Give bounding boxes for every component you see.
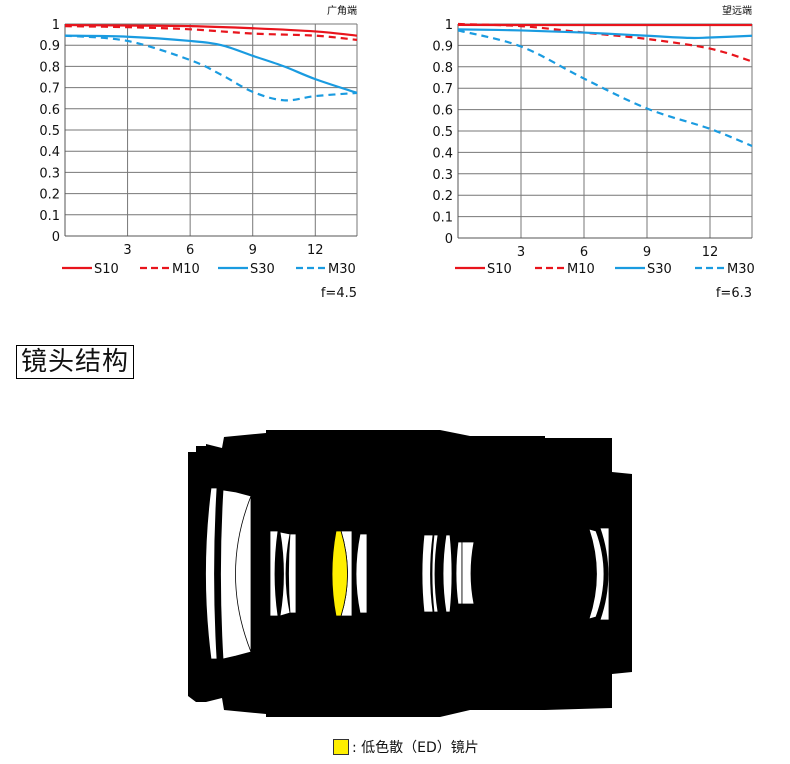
y-tick-label: 0.7 (39, 82, 60, 97)
legend-label-m30: M30 (328, 262, 356, 277)
y-tick-label: 1 (445, 18, 453, 33)
lens-barrel (188, 430, 632, 717)
lens-element (355, 533, 368, 614)
chart-2: 望远端 0 0.1 0.2 0.3 0.4 0.5 0.6 0.7 0.8 0.9 1 3 6 9 12 S10… (432, 4, 754, 301)
y-tick-label: 0.5 (39, 124, 60, 139)
ed-lens-element (331, 530, 348, 617)
x-tick-label: 9 (643, 245, 651, 260)
legend-label-m10: M10 (172, 262, 200, 277)
y-tick-label: 0.3 (432, 168, 453, 183)
aperture-label: f=4.5 (321, 286, 357, 301)
series-s30-line (64, 34, 358, 94)
lens-element (588, 528, 605, 620)
series-m10-line (457, 22, 753, 63)
y-tick-label: 0.9 (39, 39, 60, 54)
x-tick-label: 6 (186, 243, 194, 258)
lens-element (269, 530, 279, 617)
series-s30-line (457, 28, 753, 40)
aperture-label: f=6.3 (716, 286, 752, 301)
y-tick-label: 0.7 (432, 82, 453, 97)
y-tick-label: 0.2 (432, 189, 453, 204)
ed-legend-label: : 低色散（ED）镜片 (352, 740, 479, 756)
lens-element (421, 534, 434, 613)
mtf-charts: 广角端 0 0.1 0.2 0.3 0.4 0.5 0.6 0.7 0.8 0.9 1 3 6 9 12 S10… (39, 4, 754, 301)
lens-element (442, 534, 453, 613)
x-tick-label: 3 (517, 245, 525, 260)
chart-1: 广角端 0 0.1 0.2 0.3 0.4 0.5 0.6 0.7 0.8 0.9 1 3 6 9 12 S10… (39, 4, 358, 301)
ed-color-swatch (333, 739, 349, 755)
y-tick-label: 0.6 (432, 104, 453, 119)
y-tick-label: 0.2 (39, 188, 60, 203)
lens-element (599, 527, 610, 621)
legend-label-m10: M10 (567, 262, 595, 277)
legend-label-s10: S10 (487, 262, 512, 277)
y-tick-label: 0.1 (39, 209, 60, 224)
y-tick-label: 1 (52, 18, 60, 33)
y-tick-label: 0.3 (39, 166, 60, 181)
series-m10-line (64, 25, 358, 41)
x-tick-label: 9 (249, 243, 257, 258)
lens-element (288, 533, 297, 614)
y-tick-label: 0 (52, 230, 60, 245)
series-s10-line (64, 23, 358, 37)
chart-title: 望远端 (722, 4, 752, 17)
y-tick-label: 0.5 (432, 125, 453, 140)
lens-element (461, 541, 475, 605)
y-tick-label: 0.4 (432, 146, 453, 161)
section-title: 镜头结构 (16, 345, 135, 379)
lens-element (205, 487, 218, 660)
x-tick-label: 3 (123, 243, 131, 258)
x-tick-label: 6 (580, 245, 588, 260)
legend-label-s10: S10 (94, 262, 119, 277)
lens-element (235, 495, 252, 653)
y-tick-label: 0.8 (432, 61, 453, 76)
chart-title: 广角端 (327, 4, 357, 17)
y-tick-label: 0 (445, 232, 453, 247)
y-tick-label: 0.9 (432, 39, 453, 54)
lens-element (431, 534, 439, 613)
y-tick-label: 0.8 (39, 60, 60, 75)
y-tick-label: 0.4 (39, 145, 60, 160)
x-tick-label: 12 (702, 245, 719, 260)
legend-label-s30: S30 (250, 262, 275, 277)
legend-label-m30: M30 (727, 262, 755, 277)
ed-legend: : 低色散（ED）镜片 (333, 737, 479, 757)
y-tick-label: 0.1 (432, 211, 453, 226)
legend-label-s30: S30 (647, 262, 672, 277)
y-tick-label: 0.6 (39, 103, 60, 118)
lens-element (455, 541, 463, 605)
x-tick-label: 12 (307, 243, 324, 258)
lens-element (279, 531, 291, 617)
